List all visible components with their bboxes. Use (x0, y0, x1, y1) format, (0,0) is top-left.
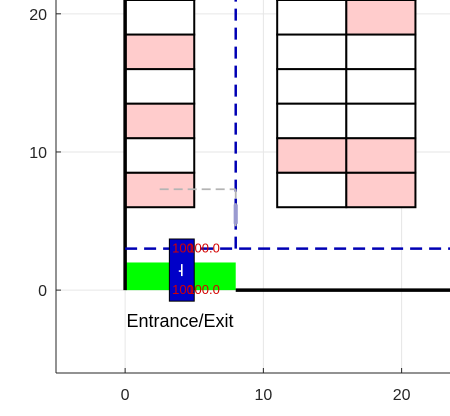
parking-spot-left (124, 0, 196, 36)
vehicle-value-label: 100 (172, 282, 194, 297)
parking-spot-right-1 (276, 137, 348, 174)
vehicle-value-label: 100.0 (187, 282, 220, 297)
vehicle-value-label: 100.0 (187, 241, 220, 256)
vehicle-value-label: 100 (172, 241, 194, 256)
parking-spot-left (124, 137, 196, 174)
parking-spot-right-2 (345, 137, 417, 174)
parking-spot-right-2 (345, 171, 417, 209)
parking-spot-left (124, 68, 196, 105)
y-tick-label: 20 (29, 7, 47, 24)
parking-spot-right-2 (345, 68, 417, 105)
parking-spot-right-2 (345, 33, 417, 71)
tick-labels: 0 10 20 0 10 20 (29, 7, 410, 404)
parking-spot-left (124, 33, 196, 71)
parking-spot-right-1 (276, 68, 348, 105)
entrance-exit-label: Entrance/Exit (126, 311, 233, 331)
ticks (56, 13, 403, 373)
x-tick-label: 20 (393, 387, 411, 404)
parking-spot-right-1 (276, 171, 348, 209)
parking-spot-right-1 (276, 0, 348, 36)
parking-spot-right-1 (276, 102, 348, 140)
y-tick-label: 10 (29, 145, 47, 162)
x-tick-label: 0 (121, 387, 130, 404)
parking-spot-right-2 (345, 102, 417, 140)
x-tick-label: 10 (254, 387, 272, 404)
route-marker (233, 204, 238, 224)
parking-spot-left (124, 102, 196, 140)
y-tick-label: 0 (38, 283, 47, 300)
parking-spot-right-1 (276, 33, 348, 71)
parking-spot-right-2 (345, 0, 417, 36)
lines (123, 0, 450, 292)
